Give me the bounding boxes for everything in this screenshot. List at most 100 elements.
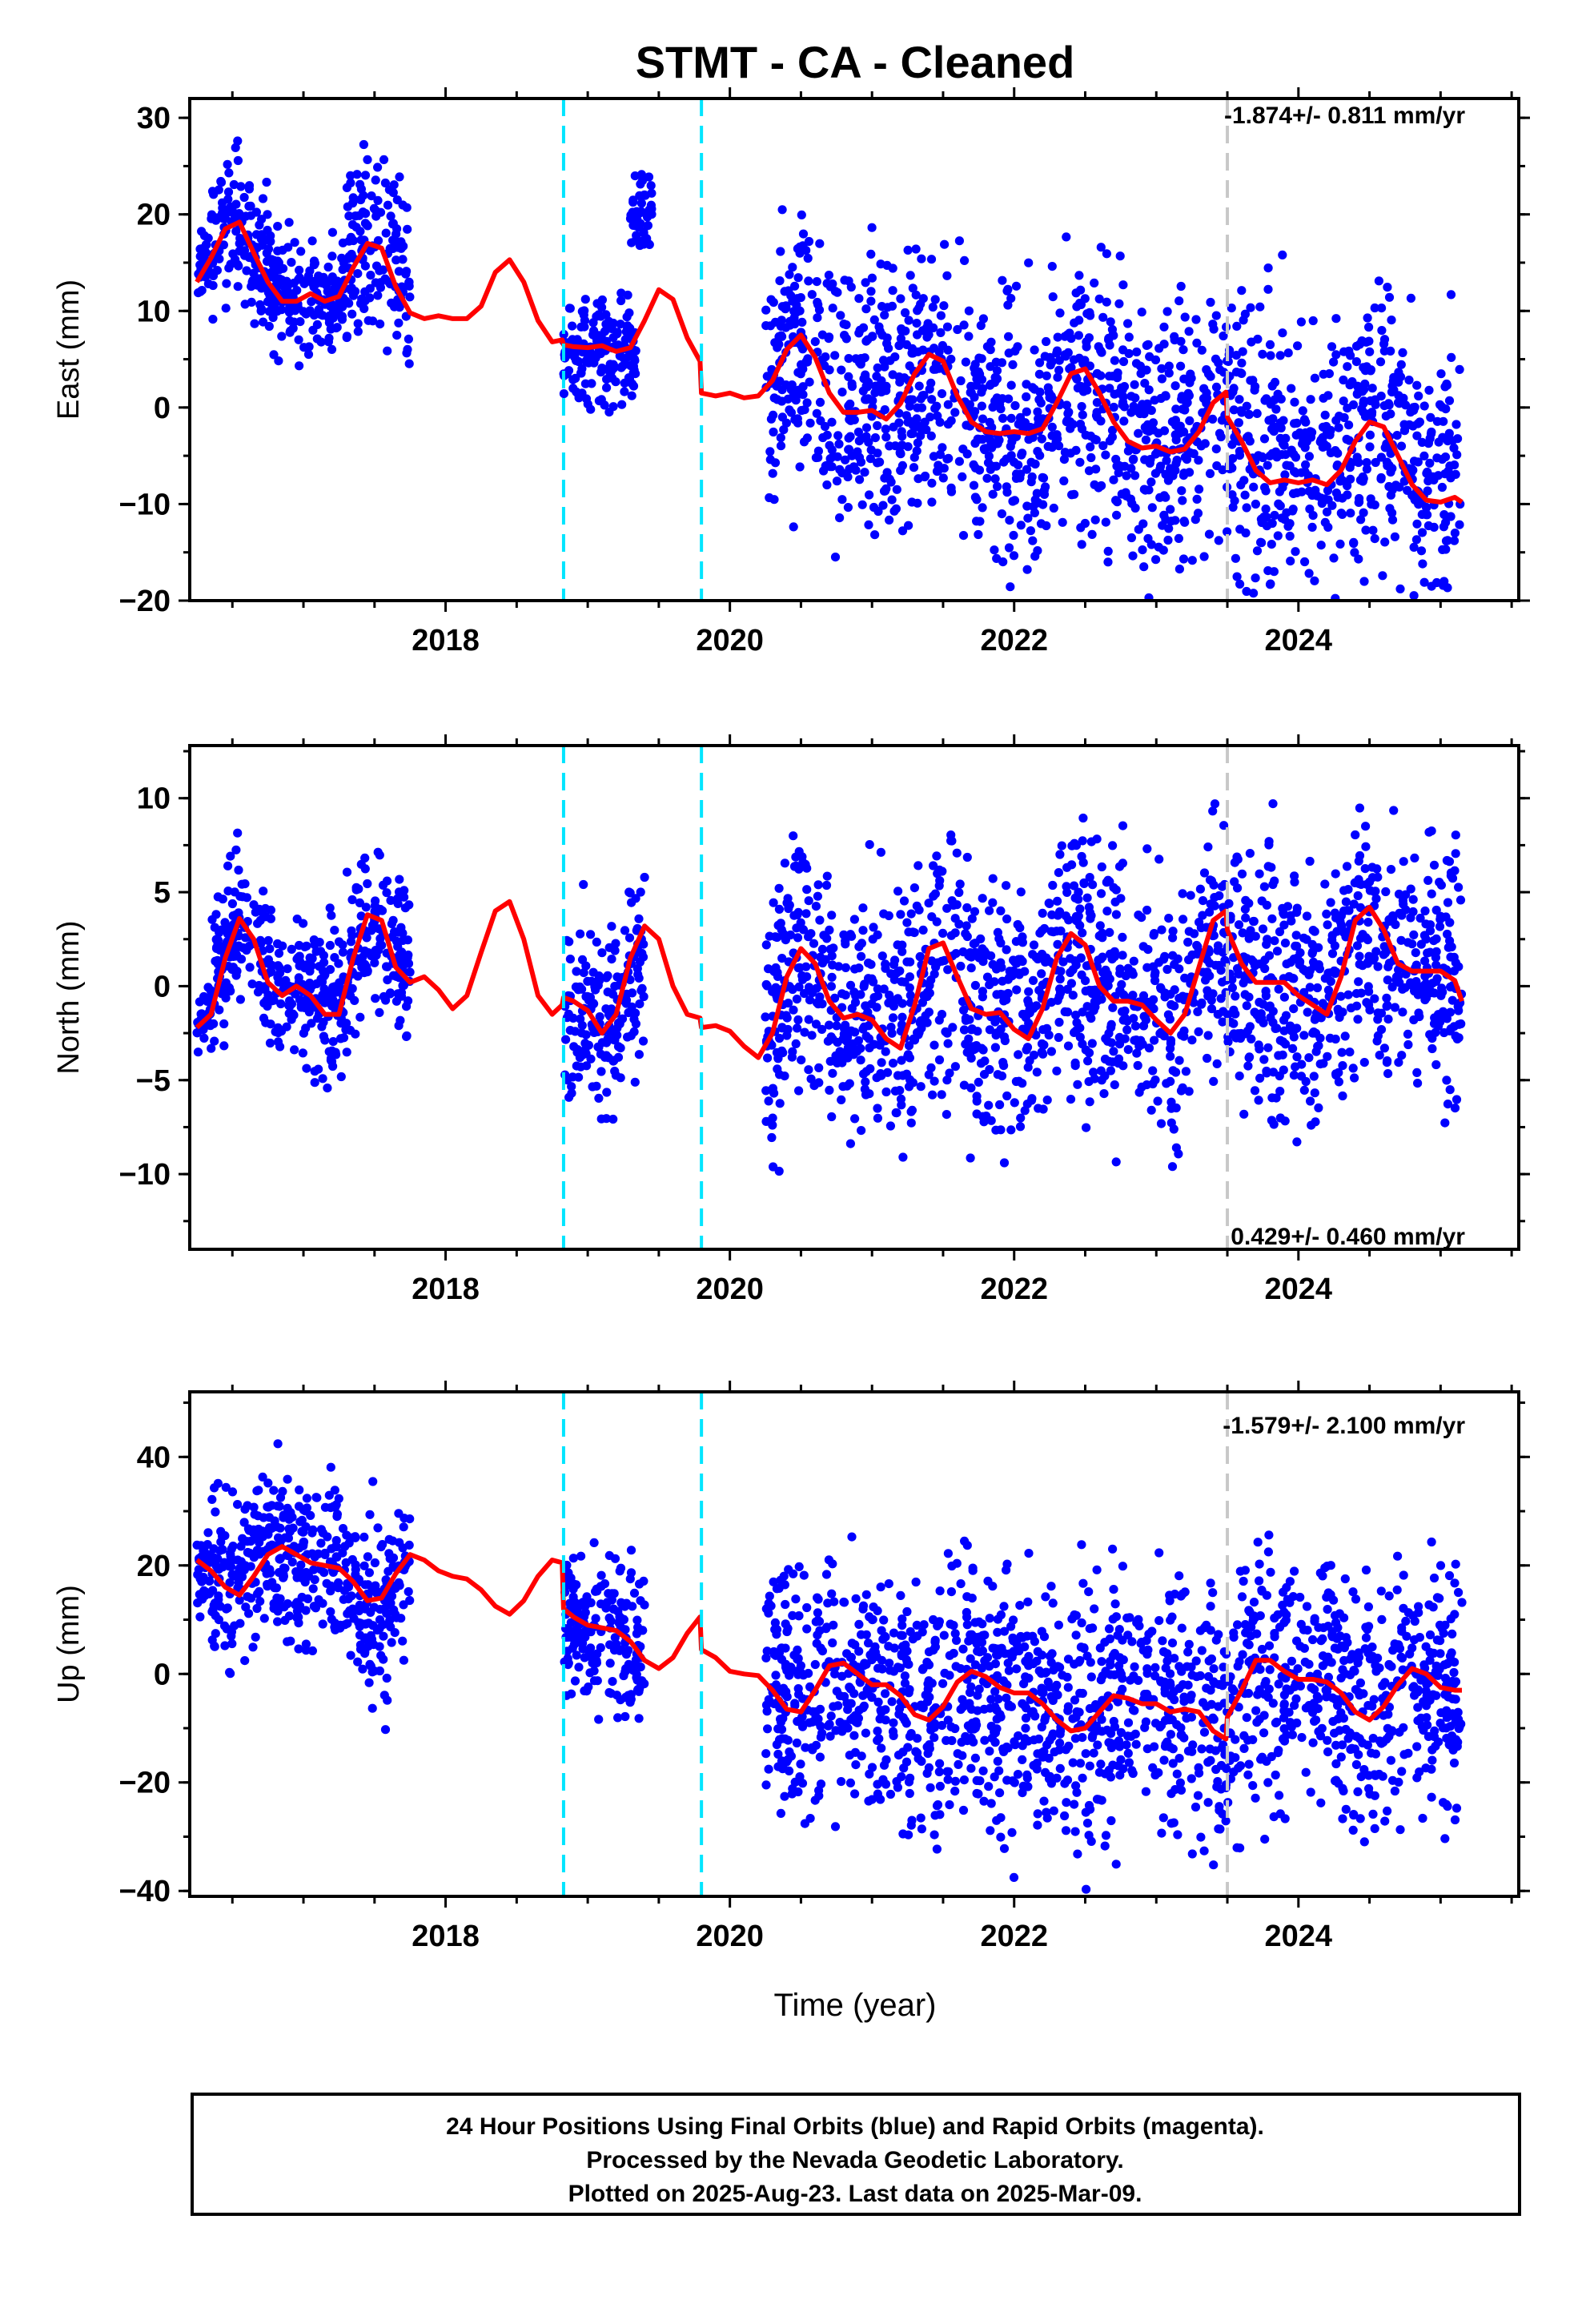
east-data-point [912, 446, 921, 456]
north-data-point [1331, 1071, 1341, 1080]
east-data-point [1269, 422, 1279, 432]
north-data-point [581, 961, 591, 971]
east-data-point [1310, 576, 1319, 585]
east-data-point [990, 545, 999, 555]
north-data-point [1129, 956, 1138, 966]
east-data-point [1214, 358, 1223, 368]
north-data-point [320, 970, 330, 980]
east-data-point [360, 287, 370, 296]
north-data-point [1370, 994, 1379, 1003]
north-data-point [1421, 935, 1431, 944]
up-data-point [227, 1631, 236, 1641]
north-data-point [794, 864, 804, 874]
north-data-point [804, 1015, 813, 1024]
east-data-point [815, 397, 825, 407]
east-data-point [805, 377, 814, 387]
east-data-point [361, 209, 371, 219]
east-data-point [978, 314, 988, 324]
north-data-point [1024, 987, 1034, 996]
east-data-point [285, 328, 295, 337]
north-data-point [576, 929, 585, 939]
north-data-point [1179, 1031, 1189, 1041]
east-data-point [944, 453, 954, 464]
north-data-point [1169, 1124, 1178, 1134]
east-data-point [616, 296, 626, 306]
north-data-point [1158, 955, 1169, 964]
east-data-point [299, 279, 309, 288]
north-data-point [1435, 915, 1445, 924]
north-data-point [761, 1116, 771, 1126]
north-data-point [988, 898, 998, 907]
east-data-point [997, 358, 1007, 368]
north-data-point [949, 900, 958, 910]
east-data-point [776, 247, 785, 256]
up-data-point [220, 1641, 230, 1651]
north-data-point [1071, 911, 1081, 922]
north-data-point [1014, 968, 1024, 978]
north-data-point [624, 933, 635, 943]
north-data-point [826, 982, 836, 991]
east-data-point [373, 163, 383, 172]
north-data-point [1118, 932, 1127, 942]
east-data-point [1109, 402, 1118, 412]
east-data-point [954, 236, 964, 246]
east-data-point [1042, 336, 1051, 347]
east-data-point [1235, 579, 1245, 589]
north-data-point [1323, 968, 1333, 978]
north-data-point [1097, 995, 1106, 1004]
east-data-point [1098, 440, 1108, 451]
up-data-point [235, 1595, 244, 1605]
north-data-point [211, 935, 221, 944]
east-data-point [861, 423, 872, 432]
north-data-point [1399, 857, 1408, 866]
north-data-point [806, 1074, 816, 1084]
east-data-point [1367, 384, 1377, 393]
east-data-point [630, 171, 640, 181]
east-data-point [1075, 420, 1086, 429]
east-data-point [1410, 402, 1419, 412]
north-data-point [1410, 853, 1419, 862]
north-data-point [319, 958, 329, 967]
north-data-point [600, 1052, 610, 1062]
east-data-point [620, 378, 629, 388]
east-data-point [1078, 359, 1088, 368]
east-data-point [1196, 441, 1206, 451]
east-data-point [1320, 410, 1330, 420]
north-data-point [1371, 894, 1381, 903]
east-data-point [798, 229, 809, 239]
north-data-point [263, 935, 273, 946]
north-data-point [1178, 915, 1188, 924]
north-data-point [602, 1088, 612, 1097]
east-data-point [1163, 476, 1173, 485]
east-data-point [231, 143, 240, 152]
east-data-point [897, 432, 907, 441]
north-data-point [1120, 1006, 1130, 1015]
east-data-point [939, 301, 949, 311]
north-data-point [966, 963, 976, 973]
north-x-tick-label: 2018 [412, 1273, 480, 1306]
north-data-point [762, 981, 772, 991]
east-data-point [1157, 364, 1166, 373]
north-data-point [354, 884, 363, 894]
east-data-point [1104, 372, 1114, 381]
east-data-point [1060, 448, 1070, 457]
east-data-point [628, 368, 638, 378]
north-data-point [1343, 990, 1353, 999]
east-data-point [1236, 406, 1246, 416]
north-data-point [826, 1032, 836, 1042]
north-data-point [856, 1055, 865, 1065]
east-data-point [346, 178, 355, 187]
east-data-point [1232, 321, 1242, 331]
east-data-point [1077, 540, 1086, 549]
north-data-point [1360, 864, 1370, 874]
north-data-point [210, 923, 219, 932]
east-data-point [1361, 525, 1371, 535]
north-data-point [635, 957, 645, 967]
east-data-point [795, 306, 805, 316]
east-data-point [1232, 572, 1242, 581]
east-data-point [395, 172, 404, 182]
east-data-point [274, 356, 283, 366]
north-data-point [360, 946, 370, 956]
east-data-point [913, 498, 922, 508]
north-data-point [1323, 985, 1333, 995]
